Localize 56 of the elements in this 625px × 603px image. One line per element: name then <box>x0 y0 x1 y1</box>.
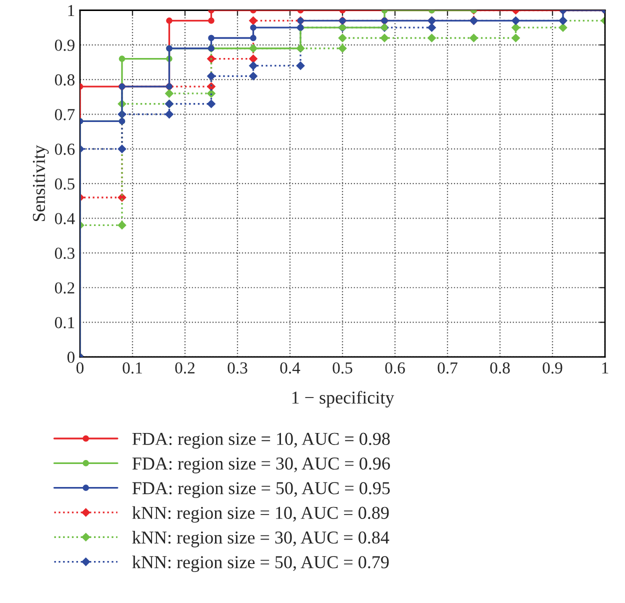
point <box>206 72 216 81</box>
y-tick-label: 0.6 <box>54 144 75 155</box>
point <box>118 220 126 230</box>
point <box>118 144 126 154</box>
x-tick-label: 0.4 <box>280 362 300 374</box>
y-tick-label: 1 <box>68 5 74 16</box>
x-tick-label: 0.5 <box>332 362 352 374</box>
point <box>338 44 347 53</box>
x-tick-label: 1 <box>602 362 608 374</box>
y-tick-label: 0.9 <box>54 40 74 51</box>
y-axis-title: Sensitivity <box>32 145 49 222</box>
y-tick-label: 0.2 <box>54 282 74 294</box>
x-tick-label: 0.9 <box>542 362 562 374</box>
legend-label: FDA: region size = 10, AUC = 0.98 <box>132 432 390 449</box>
y-tick-label: 0.4 <box>54 212 75 224</box>
point <box>338 34 347 42</box>
x-tick-label: 0.2 <box>175 362 194 374</box>
legend-label: kNN: region size = 50, AUC = 0.79 <box>132 556 389 572</box>
point <box>427 34 436 42</box>
point <box>469 34 478 42</box>
point <box>164 110 174 119</box>
y-tick-label: 0.8 <box>54 74 75 86</box>
y-tick-label: 0 <box>67 352 75 363</box>
legend-label: FDA: region size = 30, AUC = 0.96 <box>132 457 390 474</box>
x-tick-label: 0.1 <box>122 362 142 374</box>
legend-label: kNN: region size = 30, AUC = 0.84 <box>132 530 390 548</box>
point <box>248 72 258 81</box>
x-tick-label: 0.7 <box>438 362 458 374</box>
point <box>248 61 258 70</box>
point <box>248 16 258 26</box>
point <box>511 23 520 32</box>
point <box>250 34 256 42</box>
point <box>380 34 389 42</box>
point <box>118 56 126 62</box>
point <box>250 24 256 31</box>
legend-label: FDA: region size = 50, AUC = 0.95 <box>132 482 390 498</box>
y-tick-label: 0.3 <box>54 248 74 259</box>
point <box>511 34 520 42</box>
point <box>164 89 174 98</box>
x-tick-label: 0.6 <box>385 362 405 374</box>
x-tick-label: 0.8 <box>490 362 510 374</box>
point <box>558 23 568 32</box>
point <box>208 18 214 24</box>
legend-label: kNN: region size = 10, AUC = 0.89 <box>132 506 389 523</box>
point <box>296 61 305 70</box>
x-tick-label: 0.3 <box>228 362 248 374</box>
y-tick-label: 0.1 <box>54 317 74 328</box>
y-tick-label: 0.7 <box>54 108 75 120</box>
x-tick-label: 0 <box>76 362 84 374</box>
point <box>248 54 258 64</box>
x-axis-title: 1 − specificity <box>292 390 394 408</box>
point <box>206 99 216 108</box>
point <box>208 34 214 42</box>
point <box>427 23 436 32</box>
y-tick-label: 0.5 <box>54 178 74 190</box>
point <box>166 18 172 24</box>
